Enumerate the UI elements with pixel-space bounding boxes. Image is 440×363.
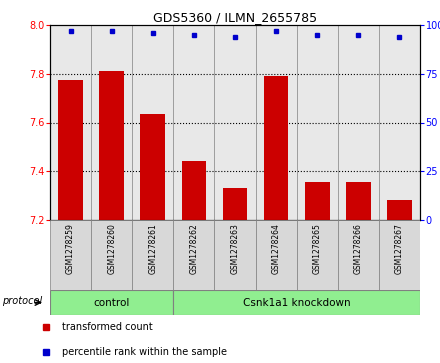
Bar [173,290,420,315]
Text: GSM1278261: GSM1278261 [148,224,157,274]
Bar [99,71,124,220]
Bar [387,200,412,220]
Bar [338,220,379,290]
Bar [58,80,83,220]
Bar [223,188,247,220]
Text: transformed count: transformed count [62,322,152,332]
Text: GSM1278267: GSM1278267 [395,224,404,274]
Text: GSM1278260: GSM1278260 [107,224,116,274]
Text: Csnk1a1 knockdown: Csnk1a1 knockdown [243,298,351,307]
Bar [182,162,206,220]
Bar [256,220,297,290]
Bar [297,220,338,290]
Bar [50,290,173,315]
Bar [91,220,132,290]
Bar [346,182,370,220]
Bar [140,114,165,220]
Bar [379,220,420,290]
Text: protocol: protocol [3,296,43,306]
Bar [214,220,256,290]
Title: GDS5360 / ILMN_2655785: GDS5360 / ILMN_2655785 [153,11,317,24]
Bar [305,182,330,220]
Text: GSM1278259: GSM1278259 [66,224,75,274]
Text: GSM1278263: GSM1278263 [231,224,239,274]
Text: control: control [93,298,130,307]
Bar [264,76,289,220]
Text: percentile rank within the sample: percentile rank within the sample [62,347,227,357]
Bar [173,220,214,290]
Text: GSM1278262: GSM1278262 [189,224,198,274]
Text: GSM1278266: GSM1278266 [354,224,363,274]
Text: GSM1278265: GSM1278265 [313,224,322,274]
Bar [132,220,173,290]
Bar [50,220,91,290]
Text: GSM1278264: GSM1278264 [271,224,281,274]
